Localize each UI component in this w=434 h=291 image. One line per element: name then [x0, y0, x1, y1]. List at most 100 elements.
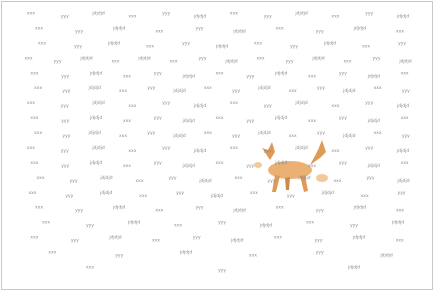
word: yyy — [316, 29, 324, 34]
word: jdjdjd — [181, 163, 194, 169]
word: xxx — [136, 179, 144, 184]
word: yyy — [61, 164, 69, 169]
word: xxx — [230, 146, 238, 151]
word: jdjdjd — [181, 73, 194, 79]
word: yyy — [61, 74, 69, 79]
word: yyy — [162, 12, 170, 17]
word: yyy — [315, 239, 323, 244]
word: jdjdjd — [323, 40, 336, 46]
word: yyy — [350, 224, 358, 229]
word: yyy — [246, 74, 254, 79]
word: yyy — [339, 116, 347, 121]
word: xxx — [308, 164, 316, 169]
word: yyy — [61, 119, 69, 124]
word: xxx — [139, 194, 147, 199]
word: xxx — [128, 104, 136, 109]
word: yyy — [74, 44, 82, 49]
word: yyy — [147, 86, 155, 91]
word: xxx — [30, 71, 38, 76]
word: xxx — [48, 251, 56, 256]
word: jdjdjd — [398, 58, 411, 64]
word: jdjdjd — [172, 88, 185, 94]
word: jdjdjd — [274, 70, 287, 76]
word: xxx — [38, 41, 46, 46]
word: jdjdjd — [179, 250, 192, 256]
word: jdjdjd — [88, 130, 101, 136]
word: xxx — [289, 89, 297, 94]
word: jdjdjd — [396, 103, 409, 109]
word: yyy — [195, 206, 203, 211]
word: yyy — [339, 161, 347, 166]
word: yyy — [195, 26, 203, 31]
word: yyy — [365, 101, 373, 106]
word: yyy — [398, 41, 406, 46]
word: jdjdjd — [294, 100, 307, 106]
word: jdjdjd — [91, 145, 104, 151]
word: jdjdjd — [99, 190, 112, 196]
word: yyy — [232, 89, 240, 94]
word: jdjdjd — [297, 175, 310, 181]
word: yyy — [182, 41, 190, 46]
word: yyy — [287, 194, 295, 199]
word: xxx — [119, 134, 127, 139]
word: xxx — [174, 224, 182, 229]
word: jdjdjd — [347, 265, 360, 271]
word: xxx — [155, 209, 163, 214]
word: yyy — [317, 86, 325, 91]
word: xxx — [30, 236, 38, 241]
word: jdjdjd — [367, 73, 380, 79]
word: yyy — [71, 239, 79, 244]
word: jdjdjd — [89, 160, 102, 166]
word: yyy — [264, 149, 272, 154]
word: yyy — [86, 224, 94, 229]
word: jdjdjd — [88, 85, 101, 91]
word: jdjdjd — [294, 145, 307, 151]
word: yyy — [115, 254, 123, 259]
word: jdjdjd — [181, 118, 194, 124]
word: xxx — [254, 41, 262, 46]
word: xxx — [250, 191, 258, 196]
word: xxx — [112, 59, 120, 64]
word: yyy — [316, 209, 324, 214]
word: jdjdjd — [342, 88, 355, 94]
word: xxx — [204, 131, 212, 136]
word: xxx — [170, 59, 178, 64]
word: xxx — [308, 119, 316, 124]
word: yyy — [290, 44, 298, 49]
word: jdjdjd — [112, 25, 125, 31]
word: jdjdjd — [79, 55, 92, 61]
word: yyy — [154, 116, 162, 121]
word: jdjdjd — [396, 148, 409, 154]
word: yyy — [218, 221, 226, 226]
word: xxx — [401, 116, 409, 121]
word: yyy — [402, 89, 410, 94]
word: xxx — [362, 44, 370, 49]
word: yyy — [61, 15, 69, 20]
word: yyy — [176, 191, 184, 196]
word: xxx — [331, 15, 339, 20]
word: yyy — [367, 176, 375, 181]
word: xxx — [119, 89, 127, 94]
word: xxx — [216, 116, 224, 121]
word: xxx — [308, 74, 316, 79]
word: xxx — [396, 209, 404, 214]
word: xxx — [276, 206, 284, 211]
word: yyy — [75, 29, 83, 34]
word: jdjdjd — [274, 160, 287, 166]
word: jdjdjd — [396, 178, 409, 184]
word: xxx — [306, 221, 314, 226]
word: jdjdjd — [193, 14, 206, 20]
word: xxx — [361, 194, 369, 199]
word: xxx — [289, 134, 297, 139]
word: jdjdjd — [91, 11, 104, 17]
word: jdjdjd — [193, 148, 206, 154]
word: xxx — [235, 176, 243, 181]
word: xxx — [30, 161, 38, 166]
word: yyy — [65, 194, 73, 199]
word: xxx — [28, 191, 36, 196]
word: yyy — [75, 209, 83, 214]
word: xxx — [34, 86, 42, 91]
word: xxx — [25, 56, 33, 61]
word: jdjdjd — [99, 175, 112, 181]
word: yyy — [154, 71, 162, 76]
